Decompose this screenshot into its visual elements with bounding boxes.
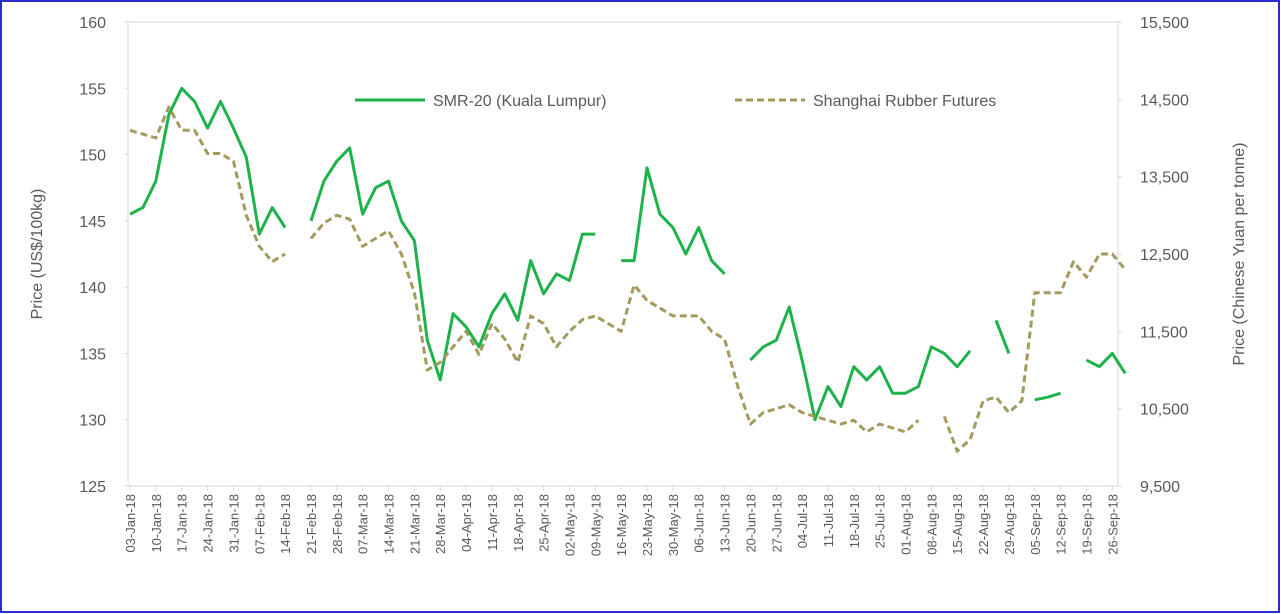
x-tick-label: 15-Aug-18 xyxy=(950,494,965,555)
y2-tick-label: 10,500 xyxy=(1140,402,1189,419)
x-tick-label: 16-May-18 xyxy=(614,494,629,556)
x-tick-label: 04-Apr-18 xyxy=(459,494,474,552)
x-tick-label: 27-Jun-18 xyxy=(769,494,784,553)
x-tick-label: 14-Feb-18 xyxy=(278,494,293,554)
x-tick-label: 02-May-18 xyxy=(562,494,577,556)
series-line xyxy=(129,86,1127,422)
x-tick-label: 18-Jul-18 xyxy=(847,494,862,548)
x-tick-label: 18-Apr-18 xyxy=(511,494,526,552)
y-tick-label: 150 xyxy=(79,148,106,165)
x-tick-label: 26-Sep-18 xyxy=(1105,494,1120,555)
x-tick-label: 07-Mar-18 xyxy=(356,494,371,554)
x-tick-label: 25-Jul-18 xyxy=(873,494,888,548)
x-tick-label: 28-Feb-18 xyxy=(330,494,345,554)
legend-label: SMR-20 (Kuala Lumpur) xyxy=(433,93,606,110)
y2-tick-label: 13,500 xyxy=(1140,170,1189,187)
y-axis-title: Price (US$/100kg) xyxy=(29,189,46,320)
x-tick-label: 03-Jan-18 xyxy=(123,494,138,553)
y2-axis-title: Price (Chinese Yuan per tonne) xyxy=(1231,143,1248,366)
x-tick-label: 04-Jul-18 xyxy=(795,494,810,548)
y-tick-label: 145 xyxy=(79,214,106,231)
y-tick-label: 135 xyxy=(79,346,106,363)
y-tick-label: 160 xyxy=(79,15,106,32)
y-tick-label: 130 xyxy=(79,413,106,430)
x-tick-label: 13-Jun-18 xyxy=(718,494,733,553)
x-tick-label: 07-Feb-18 xyxy=(252,494,267,554)
x-tick-label: 11-Apr-18 xyxy=(485,494,500,551)
x-tick-label: 28-Mar-18 xyxy=(433,494,448,554)
y-tick-label: 140 xyxy=(79,280,106,297)
x-tick-label: 09-May-18 xyxy=(588,494,603,556)
x-tick-label: 19-Sep-18 xyxy=(1079,494,1094,555)
x-tick-label: 23-May-18 xyxy=(640,494,655,556)
x-tick-label: 05-Sep-18 xyxy=(1028,494,1043,555)
y2-tick-label: 9,500 xyxy=(1140,479,1180,496)
x-tick-label: 06-Jun-18 xyxy=(692,494,707,553)
x-tick-label: 11-Jul-18 xyxy=(821,494,836,547)
x-tick-label: 12-Sep-18 xyxy=(1054,494,1069,555)
y2-tick-label: 11,500 xyxy=(1140,324,1188,341)
series-line xyxy=(129,105,1127,453)
x-tick-label: 25-Apr-18 xyxy=(537,494,552,552)
x-tick-label: 21-Feb-18 xyxy=(304,494,319,554)
x-tick-label: 21-Mar-18 xyxy=(407,494,422,554)
x-tick-label: 17-Jan-18 xyxy=(175,494,190,553)
x-tick-label: 30-May-18 xyxy=(666,494,681,556)
x-tick-label: 22-Aug-18 xyxy=(976,494,991,555)
y2-tick-label: 12,500 xyxy=(1140,247,1189,264)
y2-tick-label: 15,500 xyxy=(1140,15,1189,32)
x-tick-label: 24-Jan-18 xyxy=(201,494,216,553)
y-tick-label: 125 xyxy=(79,479,106,496)
y-tick-label: 155 xyxy=(79,81,106,98)
x-tick-label: 31-Jan-18 xyxy=(226,494,241,553)
legend-label: Shanghai Rubber Futures xyxy=(813,93,996,110)
x-tick-label: 01-Aug-18 xyxy=(899,494,914,555)
x-tick-label: 20-Jun-18 xyxy=(743,494,758,553)
x-tick-label: 08-Aug-18 xyxy=(924,494,939,555)
x-tick-label: 14-Mar-18 xyxy=(382,494,397,554)
y2-tick-label: 14,500 xyxy=(1140,92,1189,109)
x-tick-label: 10-Jan-18 xyxy=(149,494,164,553)
x-tick-label: 29-Aug-18 xyxy=(1002,494,1017,555)
